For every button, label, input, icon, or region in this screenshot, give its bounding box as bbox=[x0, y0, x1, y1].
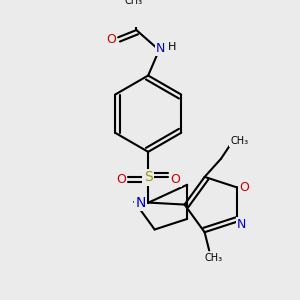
Text: O: O bbox=[106, 33, 116, 46]
Text: N: N bbox=[237, 218, 246, 231]
Text: O: O bbox=[239, 181, 249, 194]
Text: N: N bbox=[136, 196, 146, 210]
Text: O: O bbox=[116, 172, 126, 186]
Text: CH₃: CH₃ bbox=[205, 253, 223, 263]
Text: CH₃: CH₃ bbox=[230, 136, 248, 146]
Text: H: H bbox=[168, 42, 176, 52]
Text: N: N bbox=[156, 42, 166, 55]
Text: S: S bbox=[144, 170, 153, 184]
Text: CH₃: CH₃ bbox=[124, 0, 143, 6]
Text: O: O bbox=[170, 172, 180, 186]
